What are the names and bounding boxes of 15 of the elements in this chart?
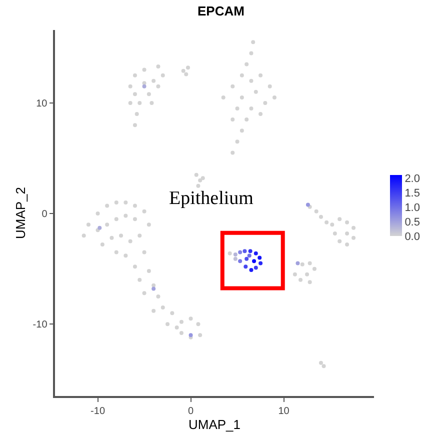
color-bar-label: 1.0 xyxy=(404,202,420,214)
color-bar-label: 0.0 xyxy=(404,231,420,244)
chart-title: EPCAM xyxy=(198,4,244,19)
y-axis-title: UMAP_2 xyxy=(13,186,28,240)
x-axis-title: UMAP_1 xyxy=(188,416,241,432)
color-bar-label: 1.5 xyxy=(404,187,420,200)
annotation: Epithelium xyxy=(169,188,254,209)
color-bar-label: 0.5 xyxy=(404,216,420,229)
x-tick-label: 0 xyxy=(188,406,194,417)
x-tick-label: -10 xyxy=(90,406,106,417)
y-tick-label: 10 xyxy=(36,98,48,110)
y-tick-label: -10 xyxy=(32,320,48,331)
x-tick-label: 10 xyxy=(278,406,290,417)
color-bar-label: 2.0 xyxy=(404,172,420,185)
y-tick-label: 0 xyxy=(42,209,48,220)
